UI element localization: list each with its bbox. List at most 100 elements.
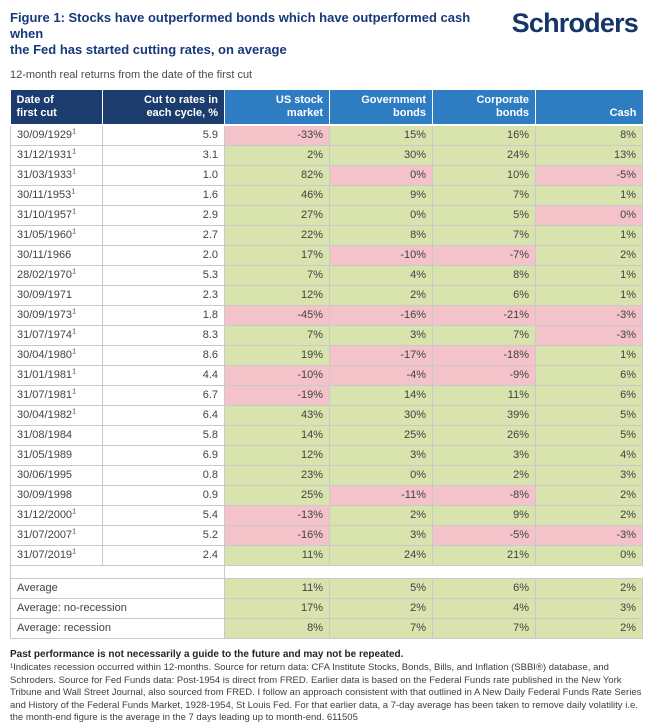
- table-row: 31/12/20001 5.4 -13% 2% 9% 2%: [10, 505, 643, 526]
- return-cell-government_bonds: -11%: [329, 485, 433, 506]
- return-cell-cash: -5%: [535, 165, 643, 186]
- recession-footnote-marker: 1: [72, 348, 76, 356]
- return-cell-us_stock_market: -33%: [224, 124, 330, 146]
- average-cell-us_stock_market: 8%: [224, 618, 330, 639]
- average-cell-us_stock_market: 17%: [224, 598, 330, 619]
- average-cell-corporate_bonds: 4%: [432, 598, 536, 619]
- schroders-logo: Schroders: [511, 8, 639, 38]
- table-row: 31/10/19571 2.9 27% 0% 5% 0%: [10, 205, 643, 226]
- average-label: Average: recession: [10, 618, 225, 639]
- cut-rate-cell: 5.3: [102, 265, 225, 286]
- table-row: 31/03/19331 1.0 82% 0% 10% -5%: [10, 165, 643, 186]
- date-cell: 30/09/19731: [10, 305, 103, 326]
- return-cell-government_bonds: 24%: [329, 545, 433, 566]
- return-cell-cash: 4%: [535, 445, 643, 466]
- recession-footnote-marker: 1: [71, 188, 76, 196]
- return-cell-government_bonds: 9%: [329, 185, 433, 206]
- table-row: 28/02/19701 5.3 7% 4% 8% 1%: [10, 265, 643, 286]
- cut-rate-cell: 2.3: [102, 285, 225, 306]
- return-cell-government_bonds: 8%: [329, 225, 433, 246]
- return-cell-cash: 5%: [535, 405, 643, 426]
- header-row: Date of first cut Cut to rates in each cy…: [10, 90, 643, 126]
- cut-rate-cell: 6.9: [102, 445, 225, 466]
- return-cell-government_bonds: 14%: [329, 385, 433, 406]
- cut-rate-cell: 6.7: [102, 385, 225, 406]
- return-cell-corporate_bonds: 7%: [432, 225, 536, 246]
- return-cell-us_stock_market: -45%: [224, 305, 330, 326]
- date-cell: 31/05/1989: [10, 445, 103, 466]
- average-label: Average: [10, 578, 225, 599]
- return-cell-us_stock_market: 7%: [224, 325, 330, 346]
- spacer-values-cell: [224, 565, 643, 579]
- table-row: 31/01/19811 4.4 -10% -4% -9% 6%: [10, 365, 643, 386]
- return-cell-government_bonds: 2%: [329, 285, 433, 306]
- table-body: 30/09/19291 5.9 -33% 15% 16% 8% 31/12/19311 3.1…: [10, 124, 643, 639]
- average-cell-government_bonds: 2%: [329, 598, 433, 619]
- recession-footnote-marker: 1: [72, 308, 76, 316]
- return-cell-us_stock_market: 82%: [224, 165, 330, 186]
- table-row: 30/09/19291 5.9 -33% 15% 16% 8%: [10, 124, 643, 146]
- table-row: 31/07/20071 5.2 -16% 3% -5% -3%: [10, 525, 643, 546]
- recession-footnote-marker: 1: [72, 208, 76, 216]
- table-row: 31/07/19741 8.3 7% 3% 7% -3%: [10, 325, 643, 346]
- table-row: 30/11/1966 2.0 17% -10% -7% 2%: [10, 245, 643, 266]
- average-cell-cash: 2%: [535, 578, 643, 599]
- date-cell: 31/07/20191: [10, 545, 103, 566]
- spacer-row: [10, 565, 643, 579]
- table-row: 31/08/1984 5.8 14% 25% 26% 5%: [10, 425, 643, 446]
- table-row: 30/09/1998 0.9 25% -11% -8% 2%: [10, 485, 643, 506]
- return-cell-cash: -3%: [535, 525, 643, 546]
- return-cell-government_bonds: 3%: [329, 445, 433, 466]
- return-cell-us_stock_market: 19%: [224, 345, 330, 366]
- return-cell-cash: 1%: [535, 185, 643, 206]
- table-row: 30/09/19731 1.8 -45% -16% -21% -3%: [10, 305, 643, 326]
- return-cell-us_stock_market: -16%: [224, 525, 330, 546]
- return-cell-us_stock_market: 12%: [224, 285, 330, 306]
- return-cell-cash: 0%: [535, 205, 643, 226]
- cut-rate-cell: 2.0: [102, 245, 225, 266]
- return-cell-cash: 1%: [535, 225, 643, 246]
- cut-rate-cell: 2.7: [102, 225, 225, 246]
- recession-footnote-marker: 1: [72, 408, 76, 416]
- return-cell-corporate_bonds: 10%: [432, 165, 536, 186]
- return-cell-us_stock_market: -13%: [224, 505, 330, 526]
- return-cell-corporate_bonds: 5%: [432, 205, 536, 226]
- average-cell-us_stock_market: 11%: [224, 578, 330, 599]
- return-cell-cash: 3%: [535, 465, 643, 486]
- cut-rate-cell: 4.4: [102, 365, 225, 386]
- return-cell-corporate_bonds: 24%: [432, 145, 536, 166]
- cut-rate-cell: 8.6: [102, 345, 225, 366]
- spacer-label-cell: [10, 565, 225, 579]
- date-cell: 31/07/20071: [10, 525, 103, 546]
- date-cell: 30/11/1966: [10, 245, 103, 266]
- return-cell-cash: 0%: [535, 545, 643, 566]
- recession-footnote-marker: 1: [72, 548, 76, 556]
- cut-rate-cell: 1.0: [102, 165, 225, 186]
- past-performance-note: Past performance is not necessarily a gu…: [10, 649, 404, 660]
- returns-table: Date of first cut Cut to rates in each cy…: [10, 90, 643, 639]
- return-cell-government_bonds: -4%: [329, 365, 433, 386]
- return-cell-cash: 2%: [535, 505, 643, 526]
- return-cell-us_stock_market: 23%: [224, 465, 330, 486]
- date-cell: 30/09/1998: [10, 485, 103, 506]
- return-cell-cash: 2%: [535, 245, 643, 266]
- return-cell-government_bonds: 3%: [329, 325, 433, 346]
- column-header-government_bonds: Government bonds: [329, 90, 433, 126]
- cut-rate-cell: 0.9: [102, 485, 225, 506]
- average-cell-cash: 3%: [535, 598, 643, 619]
- cut-rate-cell: 0.8: [102, 465, 225, 486]
- cut-rate-cell: 5.8: [102, 425, 225, 446]
- recession-footnote-marker: 1: [72, 228, 76, 236]
- return-cell-government_bonds: -16%: [329, 305, 433, 326]
- recession-footnote-marker: 1: [72, 528, 76, 536]
- recession-footnote-marker: 1: [72, 368, 76, 376]
- table-row: 31/07/19811 6.7 -19% 14% 11% 6%: [10, 385, 643, 406]
- table-row: 31/05/19601 2.7 22% 8% 7% 1%: [10, 225, 643, 246]
- return-cell-cash: 6%: [535, 385, 643, 406]
- return-cell-us_stock_market: -19%: [224, 385, 330, 406]
- recession-footnote-marker: 1: [72, 388, 76, 396]
- average-cell-corporate_bonds: 6%: [432, 578, 536, 599]
- return-cell-cash: 1%: [535, 265, 643, 286]
- return-cell-corporate_bonds: 26%: [432, 425, 536, 446]
